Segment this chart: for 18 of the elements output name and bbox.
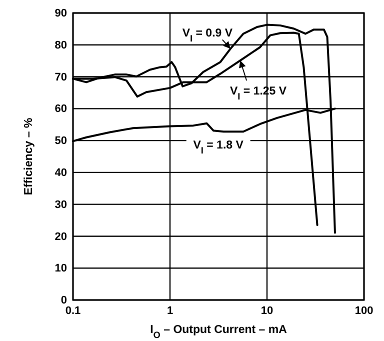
y-tick-label: 80 (54, 39, 67, 52)
y-tick-label: 60 (54, 103, 67, 116)
x-tick-label: 0.1 (65, 304, 81, 317)
y-axis-title: Efficiency – % (23, 118, 35, 196)
y-tick-label: 50 (54, 135, 67, 148)
y-tick-label: 10 (54, 262, 67, 275)
x-tick-label: 100 (354, 304, 374, 317)
y-tick-label: 0 (60, 294, 67, 307)
y-tick-label: 20 (54, 230, 67, 243)
y-tick-label: 70 (54, 71, 67, 84)
y-tick-label: 40 (54, 166, 67, 179)
x-tick-label: 10 (260, 304, 274, 317)
y-tick-label: 30 (54, 198, 67, 211)
x-tick-label: 1 (166, 304, 174, 317)
y-tick-label: 90 (54, 8, 67, 20)
x-axis-title: I$_{O}$ – Output Current – mA (150, 324, 287, 340)
series-label: V$_{I}$ = 1.8 V (193, 140, 244, 156)
series-label: V$_{I}$ = 0.9 V (182, 28, 233, 44)
